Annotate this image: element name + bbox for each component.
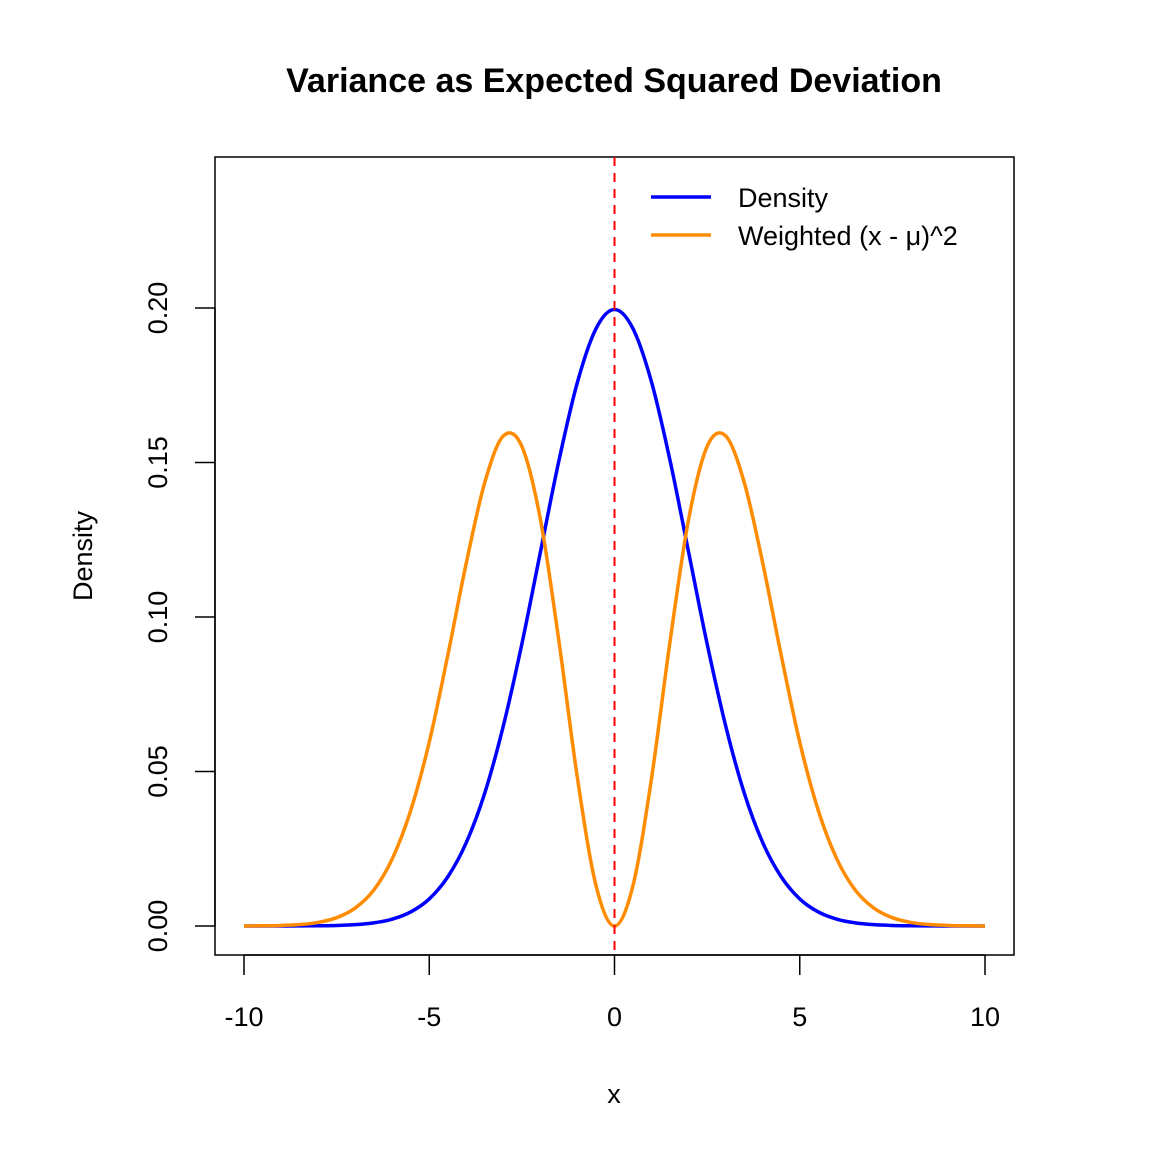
chart-title: Variance as Expected Squared Deviation	[286, 62, 942, 100]
x-tick-label: 10	[970, 1002, 1000, 1032]
y-tick-label: 0.15	[143, 436, 173, 489]
legend-label-weighted: Weighted (x - μ)^2	[738, 221, 958, 251]
legend-label-density: Density	[738, 183, 829, 213]
x-tick-label: 0	[607, 1002, 622, 1032]
y-tick-label: 0.00	[143, 900, 173, 953]
x-tick-label: -5	[417, 1002, 441, 1032]
x-tick-label: 5	[792, 1002, 807, 1032]
y-tick-label: 0.05	[143, 745, 173, 798]
y-axis: 0.00 0.05 0.10 0.15 0.20	[143, 282, 216, 953]
y-tick-label: 0.10	[143, 591, 173, 644]
legend: Density Weighted (x - μ)^2	[651, 183, 958, 251]
x-tick-label: -10	[224, 1002, 263, 1032]
y-tick-label: 0.20	[143, 282, 173, 335]
y-axis-label: Density	[68, 510, 98, 601]
x-axis: -10 -5 0 5 10	[224, 954, 1000, 1032]
x-axis-label: x	[607, 1079, 621, 1109]
